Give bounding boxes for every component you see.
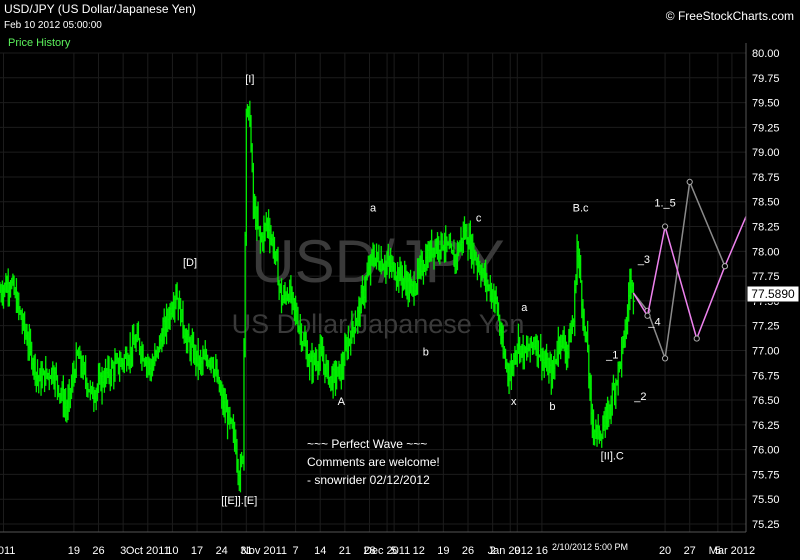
wave-label: b bbox=[549, 401, 555, 413]
x-tick-label: 19 bbox=[437, 545, 449, 557]
note-line-3: - snowrider 02/12/2012 bbox=[307, 473, 430, 487]
y-tick-label: 75.75 bbox=[752, 469, 780, 481]
projection-gray bbox=[632, 179, 726, 359]
x-tick-label: Oct 2011 bbox=[126, 545, 170, 557]
x-tick-label: 20 bbox=[659, 545, 671, 557]
wave-label: b bbox=[423, 346, 429, 358]
x-tick-label: 14 bbox=[314, 545, 326, 557]
wave-label: _1 bbox=[605, 349, 618, 361]
last-price-box bbox=[746, 285, 800, 303]
y-tick-label: 77.00 bbox=[752, 345, 780, 357]
projection-paths bbox=[632, 178, 747, 362]
projection-pink-node bbox=[661, 223, 669, 230]
x-tick-label: 9 bbox=[514, 545, 520, 557]
x-tick-label: Jan 2012 bbox=[488, 545, 533, 557]
x-tick-label: 28 bbox=[363, 545, 375, 557]
x-tick-label: 16 bbox=[536, 545, 548, 557]
y-tick-label: 78.00 bbox=[752, 246, 780, 258]
x-tick-label: 3 bbox=[120, 545, 126, 557]
x-tick-label: Nov 2011 bbox=[241, 545, 287, 557]
x-tick-label: 5 bbox=[715, 545, 721, 557]
projection-gray-node bbox=[661, 355, 669, 362]
y-tick-label: 78.75 bbox=[752, 172, 780, 184]
chart-date: Feb 10 2012 05:00:00 bbox=[4, 20, 102, 31]
wave-label: _4 bbox=[647, 317, 660, 329]
x-tick-label: 24 bbox=[216, 545, 228, 557]
y-tick-label: 78.25 bbox=[752, 222, 780, 234]
projection-pink-node bbox=[644, 312, 651, 319]
x-tick-label: Dec 2011 bbox=[364, 545, 410, 557]
y-tick-label: 76.00 bbox=[752, 445, 780, 457]
chart-symbol-title: USD/JPY (US Dollar/Japanese Yen) bbox=[4, 2, 196, 16]
ohlc-bar bbox=[631, 282, 635, 315]
wave-label: [II].C bbox=[601, 451, 624, 463]
wave-labels: [I] [D] [[E]].[E] Aa b c a x b B.c _1 [II].C _2 _3 _4 1… bbox=[183, 74, 676, 507]
y-tick-label: 76.50 bbox=[752, 395, 780, 407]
grid bbox=[0, 52, 746, 532]
y-tick-label: 76.25 bbox=[752, 420, 780, 432]
x-tick-label: 26 bbox=[92, 545, 104, 557]
x-tick-label: 10 bbox=[166, 545, 178, 557]
wave-label: _3 bbox=[637, 254, 650, 266]
last-price-value: 77.5890 bbox=[751, 287, 795, 301]
price-bars bbox=[0, 100, 635, 493]
wave-label: c bbox=[476, 213, 482, 225]
x-tick-label: 7 bbox=[293, 545, 299, 557]
x-tick-label: 2 bbox=[490, 545, 496, 557]
cursor-time: 2/10/2012 5:00 PM bbox=[552, 542, 628, 552]
x-tick-label: 5 bbox=[391, 545, 397, 557]
wave-label: A bbox=[338, 396, 346, 408]
note-line-1: ~~~ Perfect Wave ~~~ bbox=[307, 437, 427, 451]
wave-label: [I] bbox=[245, 74, 254, 86]
y-tick-label: 79.50 bbox=[752, 98, 780, 110]
projection-pink bbox=[632, 216, 747, 341]
ohlc-bar bbox=[242, 338, 246, 471]
projection-pink-node bbox=[693, 335, 700, 342]
y-tick-label: 76.75 bbox=[752, 370, 780, 382]
wave-label: x bbox=[511, 396, 517, 408]
x-tick-label: 27 bbox=[684, 545, 696, 557]
x-tick-label: 21 bbox=[339, 545, 351, 557]
y-tick-label: 80.00 bbox=[752, 48, 780, 60]
y-tick-label: 79.25 bbox=[752, 122, 780, 134]
wave-label: a bbox=[521, 302, 528, 314]
y-tick-label: 79.75 bbox=[752, 73, 780, 85]
projection-pink-node bbox=[721, 263, 728, 270]
watermark-name: US Dollar/Japanese Yen bbox=[232, 309, 525, 339]
wave-label: a bbox=[370, 203, 377, 215]
panel-label: Price History bbox=[8, 37, 71, 49]
y-tick-label: 75.25 bbox=[752, 519, 780, 531]
wave-label: [[E]].[E] bbox=[221, 495, 257, 507]
x-tick-label: 2011 bbox=[0, 545, 15, 557]
y-tick-label: 78.50 bbox=[752, 197, 780, 209]
x-tick-label: 31 bbox=[240, 545, 252, 557]
y-tick-label: 75.50 bbox=[752, 494, 780, 506]
x-tick-label: 12 bbox=[413, 545, 425, 557]
wave-label: [D] bbox=[183, 257, 197, 269]
last-price-marker: 77.5890 bbox=[746, 285, 800, 303]
y-axis: 75.25 75.50 75.75 76.00 76.25 76.50 76.75 77.00… bbox=[745, 43, 780, 532]
y-tick-label: 77.25 bbox=[752, 321, 780, 333]
x-tick-label: 26 bbox=[462, 545, 474, 557]
y-tick-label: 77.75 bbox=[752, 271, 780, 283]
brand-label: © FreeStockCharts.com bbox=[665, 9, 794, 23]
annotation-notes: ~~~ Perfect Wave ~~~ Comments are welcom… bbox=[307, 437, 440, 487]
x-tick-label: 17 bbox=[191, 545, 203, 557]
wave-label: B.c bbox=[573, 203, 589, 215]
wave-label: _2 bbox=[633, 391, 646, 403]
x-tick-label: Mar 2012 bbox=[709, 545, 755, 557]
note-line-2: Comments are welcome! bbox=[307, 455, 440, 469]
wave-label: 1._5 bbox=[654, 198, 675, 210]
projection-gray-node bbox=[686, 178, 693, 186]
x-tick-label: 19 bbox=[68, 545, 80, 557]
y-tick-label: 79.00 bbox=[752, 147, 780, 159]
